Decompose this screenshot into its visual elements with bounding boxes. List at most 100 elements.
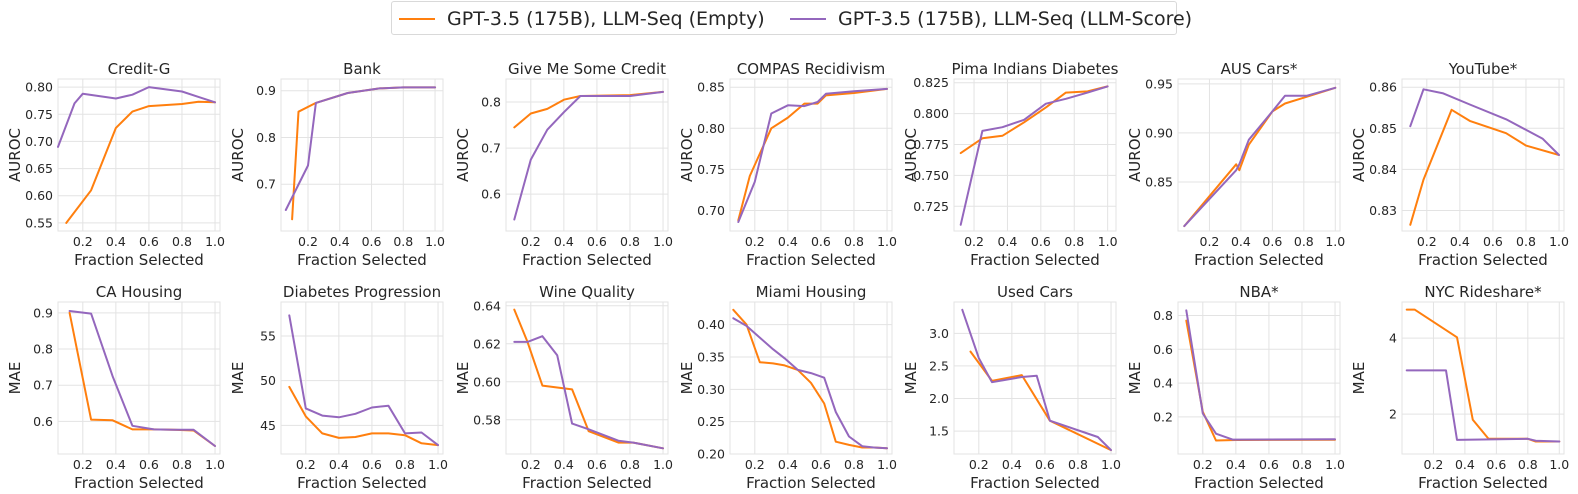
y-tick-label: 0.8: [256, 130, 276, 145]
x-tick-label: 0.8: [395, 457, 415, 472]
x-tick-label: 1.0: [877, 234, 897, 249]
x-tick-label: 1.0: [425, 234, 445, 249]
plot-area: [57, 78, 221, 232]
x-tick-label: 0.4: [778, 234, 798, 249]
x-axis-label: Fraction Selected: [522, 474, 652, 492]
subplot-2: 0.2 0.4 0.6 0.8 1.0 0.7 0.8 0.9 Bank Fraction Sel…: [229, 60, 445, 269]
y-tick-label: 55: [260, 328, 276, 343]
y-axis-label: AUROC: [678, 128, 696, 182]
x-tick-label: 0.2: [298, 234, 318, 249]
plot-area: [1177, 301, 1341, 455]
subplot-title: NBA*: [1239, 283, 1279, 301]
x-tick-label: 1.0: [1549, 457, 1569, 472]
x-tick-label: 0.8: [620, 457, 640, 472]
subplot-14: 0.2 0.4 0.6 0.8 1.0 2 4 NYC Rideshare* Fraction …: [1350, 283, 1569, 492]
x-tick-label: 0.4: [1450, 234, 1470, 249]
x-tick-label: 0.4: [554, 457, 574, 472]
x-tick-label: 0.8: [620, 234, 640, 249]
subplot-6: 0.2 0.4 0.6 0.8 1.0 0.85 0.90 0.95 AUS Cars* Frac…: [1126, 60, 1345, 269]
y-tick-label: 0.86: [1369, 80, 1397, 95]
y-tick-label: 3.0: [929, 326, 949, 341]
plot-area: [280, 301, 444, 455]
subplot-9: 0.2 0.4 0.6 0.8 1.0 45 50 55 Diabetes Progressio…: [229, 283, 448, 492]
series-line-llm-score: [1183, 86, 1337, 228]
series-line-empty: [959, 85, 1109, 155]
y-tick-label: 0.95: [1145, 76, 1173, 91]
x-tick-label: 0.4: [997, 234, 1017, 249]
y-axis-label: MAE: [229, 362, 247, 395]
x-tick-label: 0.4: [554, 234, 574, 249]
series-line-empty: [1183, 86, 1337, 228]
y-tick-label: 0.2: [1153, 409, 1173, 424]
y-axis-label: MAE: [678, 362, 696, 395]
x-tick-label: 0.2: [1200, 234, 1220, 249]
x-tick-label: 0.8: [393, 234, 413, 249]
series-line-llm-score: [288, 314, 439, 447]
x-tick-label: 0.6: [811, 234, 831, 249]
y-tick-label: 0.4: [1153, 376, 1173, 391]
legend-swatch-orange: [399, 18, 435, 20]
x-tick-label: 0.2: [521, 234, 541, 249]
y-axis-label: MAE: [454, 362, 472, 395]
subplot-title: Bank: [343, 60, 381, 78]
y-tick-label: 0.70: [25, 134, 53, 149]
x-tick-label: 0.8: [1294, 234, 1314, 249]
x-tick-label: 1.0: [1098, 234, 1118, 249]
series-line-llm-score: [737, 87, 888, 223]
x-tick-label: 0.2: [296, 457, 316, 472]
x-axis-label: Fraction Selected: [74, 474, 204, 492]
x-tick-label: 0.2: [745, 457, 765, 472]
y-axis-label: AUROC: [6, 128, 24, 182]
y-tick-label: 0.75: [25, 107, 53, 122]
y-tick-label: 50: [260, 373, 276, 388]
subplot-5: 0.2 0.4 0.6 0.8 1.0 0.725 0.750 0.775 0.800 0.825…: [902, 60, 1119, 269]
x-tick-label: 0.6: [362, 457, 382, 472]
y-tick-label: 0.70: [697, 203, 725, 218]
x-tick-label: 0.6: [1483, 234, 1503, 249]
subplot-title: YouTube*: [1448, 60, 1518, 78]
legend-label-empty: GPT-3.5 (175B), LLM-Seq (Empty): [447, 8, 765, 30]
x-tick-label: 0.8: [1518, 457, 1538, 472]
x-tick-label: 1.0: [1325, 457, 1345, 472]
y-tick-label: 0.55: [25, 215, 53, 230]
series-line-empty: [1409, 108, 1560, 226]
x-tick-label: 0.4: [1455, 457, 1475, 472]
y-tick-label: 0.9: [33, 305, 53, 320]
x-tick-label: 0.2: [745, 234, 765, 249]
y-tick-label: 0.7: [256, 177, 276, 192]
x-tick-label: 0.6: [1486, 457, 1506, 472]
plot-area: [953, 78, 1117, 232]
subplot-4: 0.2 0.4 0.6 0.8 1.0 0.70 0.75 0.80 0.85 COMPAS Re…: [678, 60, 897, 269]
y-tick-label: 0.825: [913, 75, 949, 90]
y-tick-label: 0.35: [697, 349, 725, 364]
x-tick-label: 0.4: [330, 234, 350, 249]
y-tick-label: 0.725: [913, 199, 949, 214]
plot-area: [280, 78, 444, 232]
plot-area: [1401, 301, 1565, 455]
y-tick-label: 0.80: [697, 121, 725, 136]
y-tick-label: 1.5: [929, 424, 949, 439]
x-tick-label: 0.6: [811, 457, 831, 472]
x-tick-label: 0.8: [1068, 457, 1088, 472]
y-tick-label: 0.7: [481, 141, 501, 156]
subplot-title: CA Housing: [96, 283, 182, 301]
x-tick-label: 1.0: [428, 457, 448, 472]
x-tick-label: 0.6: [587, 234, 607, 249]
x-axis-label: Fraction Selected: [1418, 251, 1548, 269]
series-line-llm-score: [1409, 88, 1560, 156]
series-line-llm-score: [732, 317, 888, 450]
subplot-title: COMPAS Recidivism: [737, 60, 885, 78]
y-axis-label: AUROC: [454, 128, 472, 182]
y-tick-label: 0.7: [33, 378, 53, 393]
plot-area: [1401, 78, 1565, 232]
x-tick-label: 0.2: [964, 234, 984, 249]
y-tick-label: 2.0: [929, 391, 949, 406]
x-tick-label: 0.8: [844, 457, 864, 472]
x-tick-label: 0.4: [1002, 457, 1022, 472]
series-line-llm-score: [959, 85, 1109, 226]
x-tick-label: 0.8: [844, 234, 864, 249]
subplot-7: 0.2 0.4 0.6 0.8 1.0 0.83 0.84 0.85 0.86 YouTube* F…: [1350, 60, 1569, 269]
x-tick-label: 1.0: [877, 457, 897, 472]
y-tick-label: 0.64: [473, 298, 501, 313]
